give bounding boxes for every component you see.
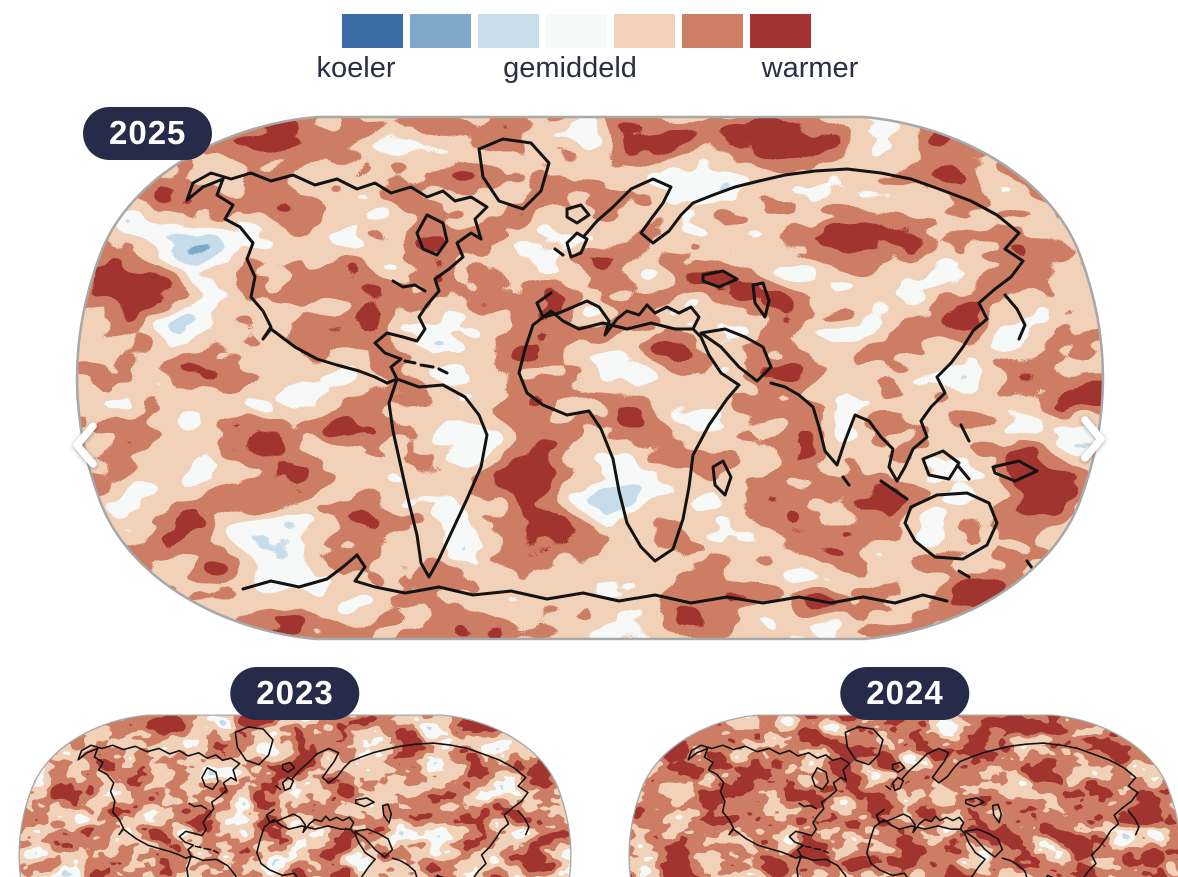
year-badge-2024: 2024 bbox=[840, 667, 970, 720]
carousel-prev-button[interactable] bbox=[66, 419, 102, 471]
legend-swatch-slightly-cooler bbox=[478, 14, 539, 48]
legend-label-warmer: warmer bbox=[761, 52, 859, 84]
year-badge-2025: 2025 bbox=[83, 107, 213, 160]
legend-label-cooler: koeler bbox=[316, 52, 396, 84]
legend-swatch-cooler bbox=[410, 14, 471, 48]
anomaly-map-2024 bbox=[628, 714, 1178, 877]
year-badge-2023: 2023 bbox=[230, 667, 360, 720]
legend-swatch-much-cooler bbox=[342, 14, 403, 48]
legend-swatch-average bbox=[546, 14, 607, 48]
legend-swatch-warmer bbox=[682, 14, 743, 48]
carousel-next-button[interactable] bbox=[1076, 413, 1112, 465]
chevron-left-icon bbox=[73, 422, 97, 468]
chevron-right-icon bbox=[1081, 416, 1105, 462]
legend-label-average: gemiddeld bbox=[503, 52, 637, 84]
legend-swatch-slightly-warmer bbox=[614, 14, 675, 48]
anomaly-map-2025 bbox=[75, 115, 1105, 641]
anomaly-map-2023 bbox=[18, 714, 572, 877]
color-legend bbox=[342, 14, 811, 48]
legend-swatch-much-warmer bbox=[750, 14, 811, 48]
